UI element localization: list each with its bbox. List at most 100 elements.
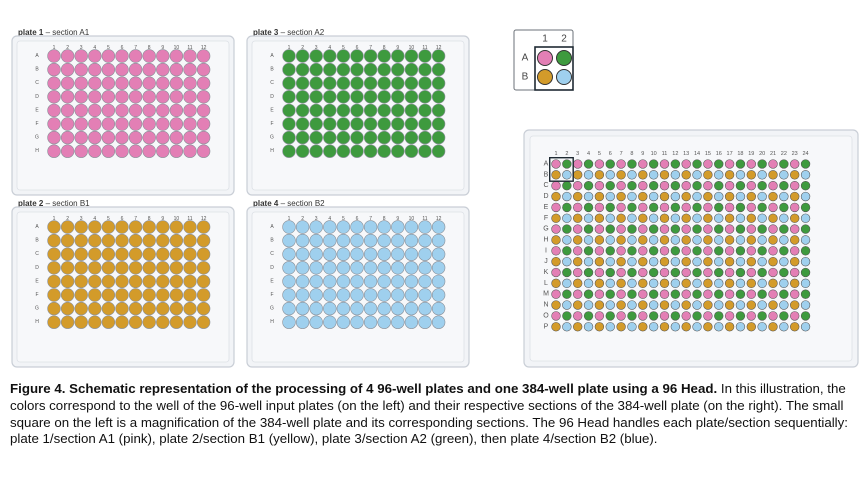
well <box>156 261 170 275</box>
well-384 <box>681 191 691 202</box>
caption-title: Figure 4. Schematic representation of th… <box>10 381 718 396</box>
well-384 <box>605 267 615 278</box>
row-letter: C <box>35 80 39 86</box>
well-384 <box>692 202 702 213</box>
well <box>128 288 143 302</box>
well <box>196 130 211 145</box>
legend-well <box>556 69 572 85</box>
well <box>101 130 116 145</box>
well-384 <box>562 289 572 299</box>
well <box>336 117 351 131</box>
well-384 <box>638 181 648 191</box>
column-number: 7 <box>134 216 137 222</box>
well-384 <box>659 191 670 202</box>
well-384 <box>692 278 702 289</box>
well <box>156 117 170 131</box>
column-number-384: 19 <box>748 151 754 157</box>
column-number: 1 <box>288 45 291 51</box>
column-number: 11 <box>422 45 427 51</box>
well-384 <box>583 278 594 289</box>
well <box>60 301 75 316</box>
column-number: 5 <box>342 216 345 222</box>
column-number: 4 <box>328 45 331 51</box>
column-number: 3 <box>80 216 83 222</box>
well-384 <box>692 181 702 191</box>
well <box>323 315 337 329</box>
well <box>115 233 129 248</box>
column-number-384: 11 <box>662 151 668 157</box>
well-384 <box>573 256 583 267</box>
well <box>323 247 337 261</box>
well <box>101 261 116 275</box>
well-384 <box>670 202 681 213</box>
well <box>336 103 351 118</box>
well <box>309 247 323 261</box>
well <box>363 49 378 63</box>
well <box>282 144 296 158</box>
column-number: 11 <box>422 216 427 222</box>
row-letter-384: E <box>544 204 549 211</box>
well <box>183 220 197 234</box>
well-384 <box>790 278 800 289</box>
well <box>377 117 391 131</box>
column-number: 6 <box>121 45 124 51</box>
column-number-384: 24 <box>802 151 808 157</box>
well-384 <box>735 213 746 223</box>
well-384 <box>616 256 626 267</box>
well-384 <box>562 170 572 180</box>
well <box>88 274 102 289</box>
well-384 <box>627 322 637 332</box>
well-384 <box>692 289 702 299</box>
well-384 <box>757 191 767 202</box>
well <box>128 90 143 104</box>
well <box>323 103 337 118</box>
well-384 <box>790 170 800 180</box>
well <box>431 76 446 90</box>
well <box>128 144 143 158</box>
well-384 <box>746 191 756 202</box>
well-384 <box>681 202 691 213</box>
well-384 <box>692 191 702 202</box>
well <box>156 130 170 145</box>
caption-body: In this illustration, the colors corresp… <box>10 381 848 447</box>
well-384 <box>681 159 691 169</box>
well-384 <box>746 322 756 332</box>
well-384 <box>659 300 670 310</box>
well-384 <box>724 235 735 245</box>
well-384 <box>746 159 756 169</box>
well-384 <box>681 300 691 310</box>
well-384 <box>757 300 767 310</box>
well <box>156 76 170 90</box>
well-384 <box>800 213 811 223</box>
well-384 <box>638 300 648 310</box>
well <box>323 288 337 302</box>
well <box>74 247 88 261</box>
well <box>282 49 296 63</box>
well-384 <box>594 278 605 289</box>
well <box>169 62 184 77</box>
well-384 <box>757 235 767 245</box>
well <box>115 144 129 158</box>
well-384 <box>724 311 735 321</box>
well-384 <box>779 202 789 213</box>
well-384 <box>594 300 605 310</box>
well <box>60 288 75 302</box>
well <box>309 288 323 302</box>
well <box>156 288 170 302</box>
well-384 <box>681 170 691 180</box>
well-384 <box>757 159 767 169</box>
well-384 <box>583 170 594 180</box>
well <box>115 301 129 316</box>
well <box>404 220 419 234</box>
well-384 <box>735 202 746 213</box>
well <box>350 288 364 302</box>
well-384 <box>573 191 583 202</box>
well-384 <box>605 278 615 289</box>
row-letter: F <box>270 292 273 298</box>
well <box>336 247 351 261</box>
well <box>404 247 419 261</box>
well-384 <box>735 159 746 169</box>
well <box>101 62 116 77</box>
well <box>88 301 102 316</box>
well <box>295 62 310 77</box>
